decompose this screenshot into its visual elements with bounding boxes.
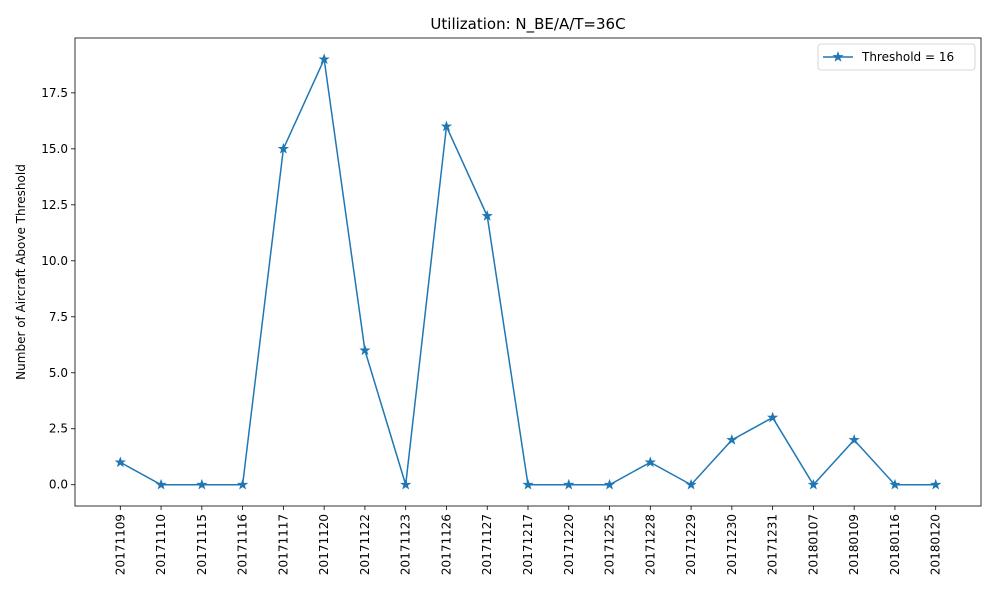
data-point-20180109 — [848, 434, 860, 445]
x-tick-label: 20171115 — [195, 514, 209, 575]
x-tick-label: 20171116 — [236, 514, 250, 575]
data-point-20171122 — [359, 344, 371, 356]
data-point-20171110 — [155, 478, 167, 490]
y-tick-label: 15.0 — [41, 142, 68, 156]
x-tick-label: 20180116 — [888, 514, 902, 575]
x-tick-label: 20171127 — [480, 514, 494, 575]
x-tick-label: 20180107 — [806, 514, 820, 575]
data-point-20171109 — [114, 456, 126, 468]
data-point-20171228 — [644, 456, 656, 468]
data-point-20171117 — [277, 142, 290, 154]
x-tick-label: 20171231 — [766, 514, 780, 575]
y-tick-label: 7.5 — [49, 310, 68, 324]
x-tick-label: 20171228 — [643, 514, 657, 575]
data-point-20171225 — [603, 478, 616, 490]
data-point-20171126 — [440, 120, 453, 132]
y-axis: 0.0 2.5 5.0 7.5 10.0 12.5 15.0 17.5 — [41, 86, 75, 492]
plot-area — [74, 37, 982, 507]
data-point-20171231 — [766, 411, 779, 423]
x-tick-label: 20171229 — [684, 514, 698, 575]
x-axis: 20171109 20171110 20171115 20171116 20171117… — [113, 506, 943, 575]
data-point-20171229 — [685, 478, 697, 490]
x-tick-label: 20171217 — [521, 514, 535, 575]
legend-label: Threshold = 16 — [861, 50, 954, 64]
y-tick-label: 17.5 — [41, 86, 68, 100]
x-tick-label: 20180120 — [929, 514, 943, 575]
y-tick-label: 0.0 — [49, 478, 68, 492]
series-markers — [114, 53, 942, 490]
legend: Threshold = 16 — [817, 43, 976, 71]
data-point-20171217 — [522, 478, 534, 490]
y-tick-label: 12.5 — [41, 198, 68, 212]
y-axis-title: Number of Aircraft Above Threshold — [14, 164, 28, 380]
data-point-20171230 — [726, 434, 738, 445]
x-tick-label: 20171220 — [562, 514, 576, 575]
y-tick-label: 10.0 — [41, 254, 68, 268]
y-tick-label: 5.0 — [49, 366, 68, 380]
x-tick-label: 20171225 — [603, 514, 617, 575]
data-point-20171220 — [563, 478, 575, 490]
x-tick-label: 20171123 — [399, 514, 413, 575]
data-point-20171115 — [196, 478, 208, 490]
x-tick-label: 20171126 — [439, 514, 453, 575]
legend-box — [817, 43, 976, 71]
data-point-20171120 — [318, 53, 330, 65]
data-point-20180116 — [889, 478, 901, 490]
x-tick-label: 20171122 — [358, 514, 372, 575]
data-point-20180120 — [930, 478, 942, 490]
legend-marker-star — [832, 51, 844, 62]
data-point-20180107 — [807, 478, 820, 490]
data-point-20171127 — [481, 210, 493, 221]
chart-title: Utilization: N_BE/A/T=36C — [430, 15, 625, 34]
x-tick-label: 20180109 — [847, 514, 861, 575]
x-tick-label: 20171110 — [154, 514, 168, 575]
x-tick-label: 20171230 — [725, 514, 739, 575]
x-tick-label: 20171120 — [317, 514, 331, 575]
x-tick-label: 20171117 — [276, 514, 290, 575]
data-point-20171116 — [236, 478, 249, 490]
plot-background — [75, 38, 981, 506]
data-point-20171123 — [400, 478, 412, 490]
y-tick-label: 2.5 — [49, 422, 68, 436]
x-tick-label: 20171109 — [113, 514, 127, 575]
